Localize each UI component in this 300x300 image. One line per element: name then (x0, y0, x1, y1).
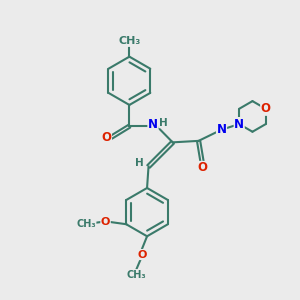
Text: H: H (135, 158, 143, 168)
Text: O: O (101, 131, 111, 144)
Text: O: O (261, 102, 271, 115)
Text: O: O (197, 161, 207, 175)
Text: N: N (234, 118, 244, 130)
Text: N: N (217, 123, 226, 136)
Text: O: O (101, 217, 110, 227)
Text: O: O (138, 250, 147, 260)
Text: N: N (148, 118, 158, 131)
Text: H: H (159, 118, 168, 128)
Text: CH₃: CH₃ (126, 269, 146, 280)
Text: CH₃: CH₃ (76, 219, 96, 229)
Text: CH₃: CH₃ (118, 36, 140, 46)
